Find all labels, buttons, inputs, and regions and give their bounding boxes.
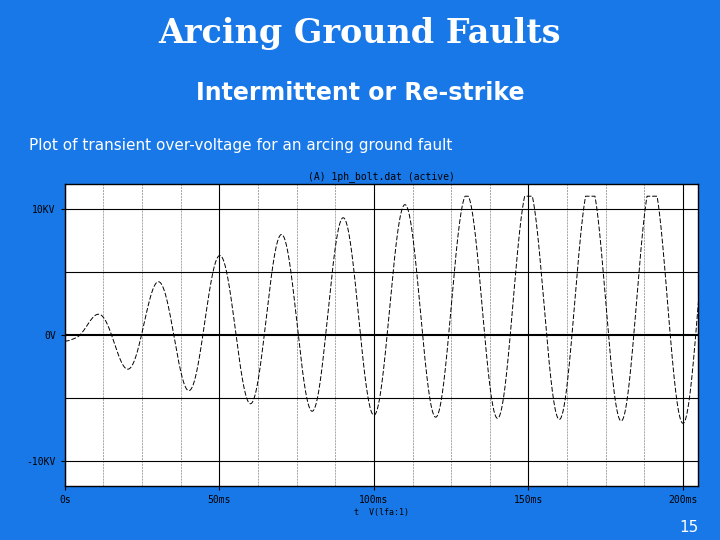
Text: 15: 15 [679,519,698,535]
Text: Intermittent or Re-strike: Intermittent or Re-strike [196,80,524,105]
Text: Arcing Ground Faults: Arcing Ground Faults [158,17,562,50]
Text: Plot of transient over-voltage for an arcing ground fault: Plot of transient over-voltage for an ar… [29,138,452,153]
X-axis label: t  V(lfa:1): t V(lfa:1) [354,508,409,517]
Title: (A) 1ph_bolt.dat (active): (A) 1ph_bolt.dat (active) [308,171,455,183]
